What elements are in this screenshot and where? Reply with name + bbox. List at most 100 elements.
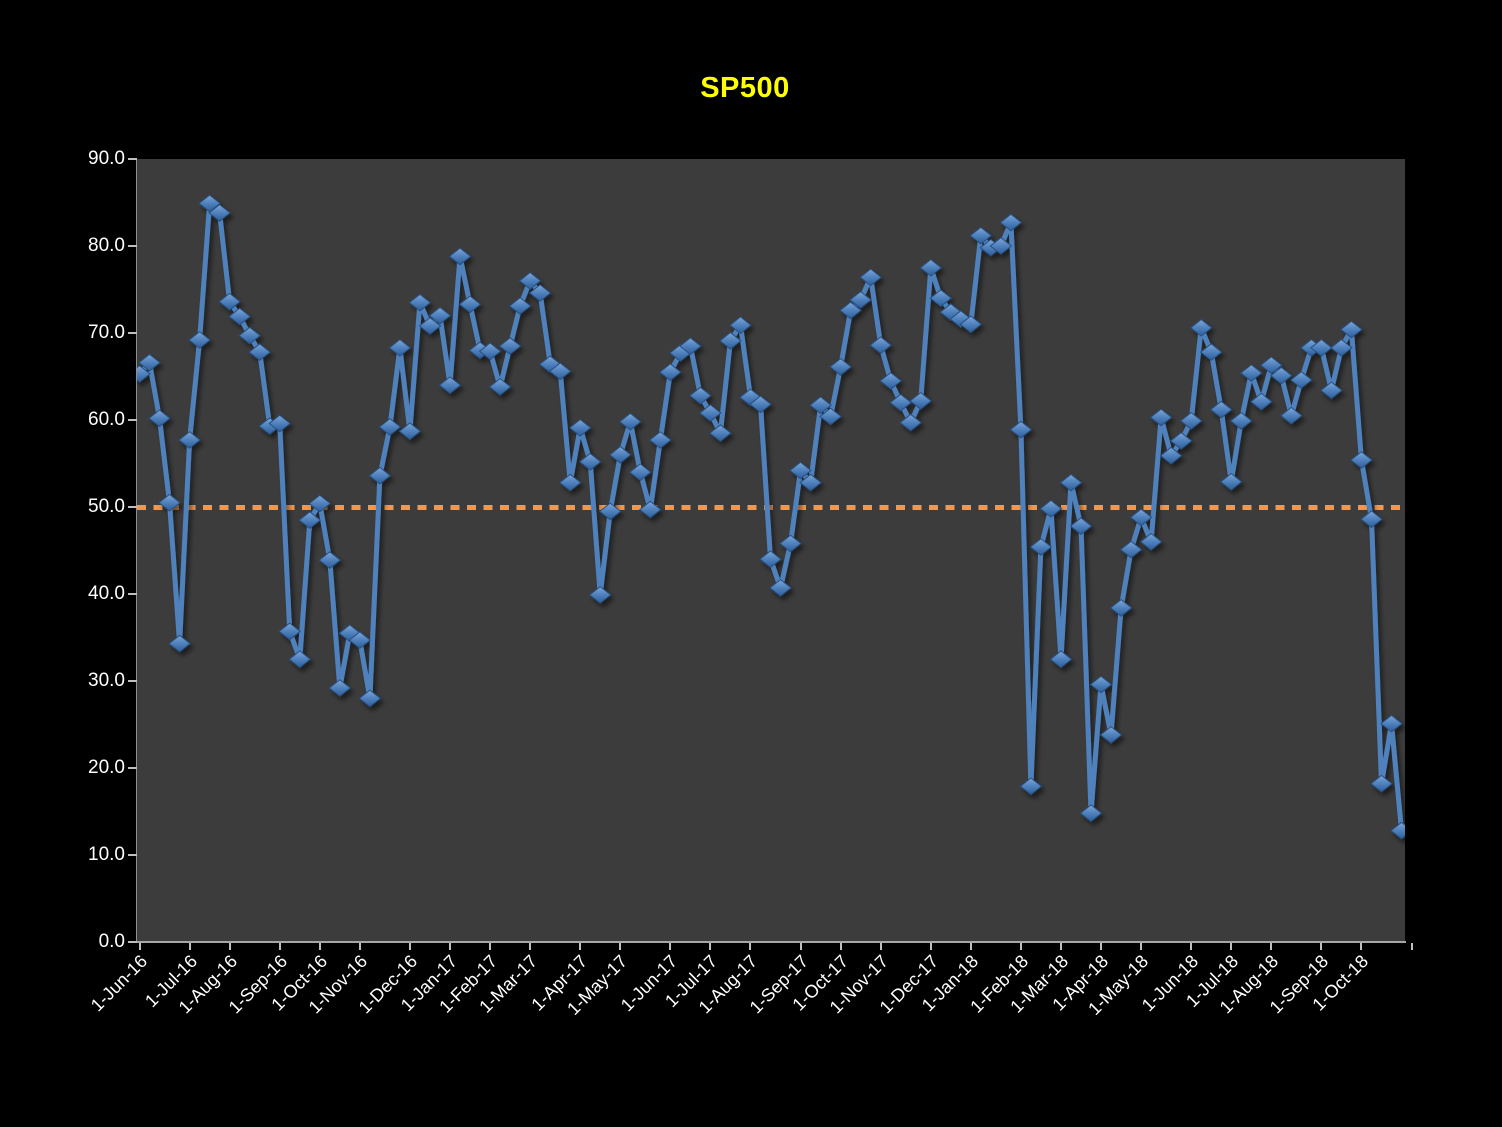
- data-point-marker: [168, 634, 191, 653]
- data-point-marker: [1109, 598, 1133, 617]
- y-tick-label: 50.0: [88, 496, 125, 517]
- x-tick-mark: [278, 943, 281, 950]
- data-point-marker: [1330, 338, 1353, 357]
- data-point-marker: [408, 293, 432, 312]
- data-point-marker: [1059, 473, 1083, 492]
- data-point-marker: [889, 393, 913, 412]
- data-point-marker: [608, 445, 632, 464]
- x-tick-mark: [1140, 943, 1143, 950]
- x-tick-mark: [879, 943, 882, 950]
- data-point-marker: [318, 551, 342, 570]
- data-point-marker: [438, 376, 462, 395]
- x-tick-mark: [228, 943, 231, 950]
- data-point-marker: [458, 295, 482, 314]
- data-point-marker: [138, 353, 161, 372]
- data-point-marker: [789, 461, 812, 480]
- data-point-marker: [278, 622, 302, 641]
- data-point-marker: [1169, 431, 1193, 450]
- y-tick-mark: [128, 506, 137, 508]
- data-point-marker: [1159, 446, 1183, 465]
- data-point-marker: [1179, 411, 1203, 430]
- y-tick-mark: [128, 332, 137, 334]
- x-tick-mark: [1270, 943, 1273, 950]
- data-point-marker: [1019, 777, 1043, 796]
- data-point-marker: [989, 237, 1013, 255]
- data-point-marker: [779, 534, 802, 553]
- series-line: [137, 200, 1404, 834]
- x-tick-mark: [799, 943, 802, 950]
- data-point-marker: [568, 418, 592, 437]
- reference-line-50: [137, 504, 1405, 510]
- data-point-marker: [969, 226, 993, 245]
- data-point-marker: [729, 316, 752, 335]
- data-point-marker: [378, 418, 402, 436]
- y-tick-label: 30.0: [88, 670, 125, 691]
- data-point-marker: [508, 297, 532, 315]
- data-point-marker: [709, 424, 732, 443]
- y-tick-label: 70.0: [88, 322, 125, 343]
- y-tick-label: 40.0: [88, 583, 125, 604]
- x-tick-mark: [579, 943, 582, 950]
- data-point-marker: [348, 631, 372, 650]
- data-point-marker: [1390, 821, 1405, 840]
- data-point-marker: [588, 585, 612, 604]
- data-point-marker: [208, 203, 231, 222]
- data-point-marker: [679, 337, 702, 356]
- y-tick-label: 80.0: [88, 235, 125, 256]
- data-point-marker: [769, 578, 792, 597]
- x-axis-line: [136, 941, 1406, 943]
- data-point-marker: [1129, 508, 1153, 527]
- data-point-marker: [478, 342, 502, 361]
- data-point-marker: [137, 364, 151, 383]
- data-point-marker: [1350, 451, 1373, 469]
- y-tick-mark: [128, 854, 137, 856]
- data-point-marker: [578, 452, 602, 471]
- x-tick-mark: [929, 943, 932, 950]
- data-point-marker: [809, 396, 832, 415]
- data-point-marker: [148, 409, 171, 428]
- data-point-marker: [628, 463, 652, 482]
- data-point-marker: [1049, 650, 1073, 669]
- data-point-marker: [919, 258, 943, 277]
- data-point-marker: [498, 337, 522, 356]
- x-tick-mark: [669, 943, 672, 950]
- x-tick-mark: [1320, 943, 1323, 950]
- x-tick-mark: [839, 943, 842, 950]
- data-point-marker: [929, 289, 953, 308]
- data-point-marker: [398, 422, 422, 441]
- data-point-marker: [1099, 725, 1123, 744]
- x-tick-mark: [489, 943, 492, 950]
- data-point-marker: [699, 404, 722, 422]
- y-tick-mark: [128, 680, 137, 682]
- data-point-marker: [1199, 343, 1223, 362]
- chart-title: SP500: [700, 72, 790, 104]
- data-point-marker: [1269, 366, 1293, 385]
- data-point-marker: [388, 338, 412, 357]
- data-point-marker: [658, 363, 682, 382]
- data-point-marker: [869, 336, 893, 355]
- x-tick-mark: [1230, 943, 1233, 950]
- data-point-marker: [308, 494, 332, 513]
- data-point-marker: [899, 413, 923, 432]
- data-point-marker: [618, 412, 642, 431]
- x-tick-mark: [1059, 943, 1062, 950]
- data-point-marker: [1029, 538, 1053, 556]
- data-point-marker: [638, 500, 662, 519]
- x-tick-mark: [408, 943, 411, 950]
- data-point-marker: [849, 290, 872, 309]
- x-tick-mark: [318, 943, 321, 950]
- y-tick-mark: [128, 593, 137, 595]
- y-tick-mark: [128, 941, 137, 943]
- data-point-marker: [689, 386, 712, 405]
- y-tick-mark: [128, 419, 137, 421]
- x-tick-mark: [1019, 943, 1022, 950]
- data-point-marker: [1039, 499, 1063, 518]
- y-tick-label: 10.0: [88, 844, 125, 865]
- data-point-marker: [1139, 532, 1163, 551]
- data-point-marker: [1340, 320, 1363, 339]
- data-point-marker: [598, 502, 622, 521]
- data-point-marker: [1259, 356, 1283, 375]
- data-point-marker: [819, 407, 842, 426]
- data-point-marker: [418, 317, 442, 335]
- data-point-marker: [1079, 804, 1103, 823]
